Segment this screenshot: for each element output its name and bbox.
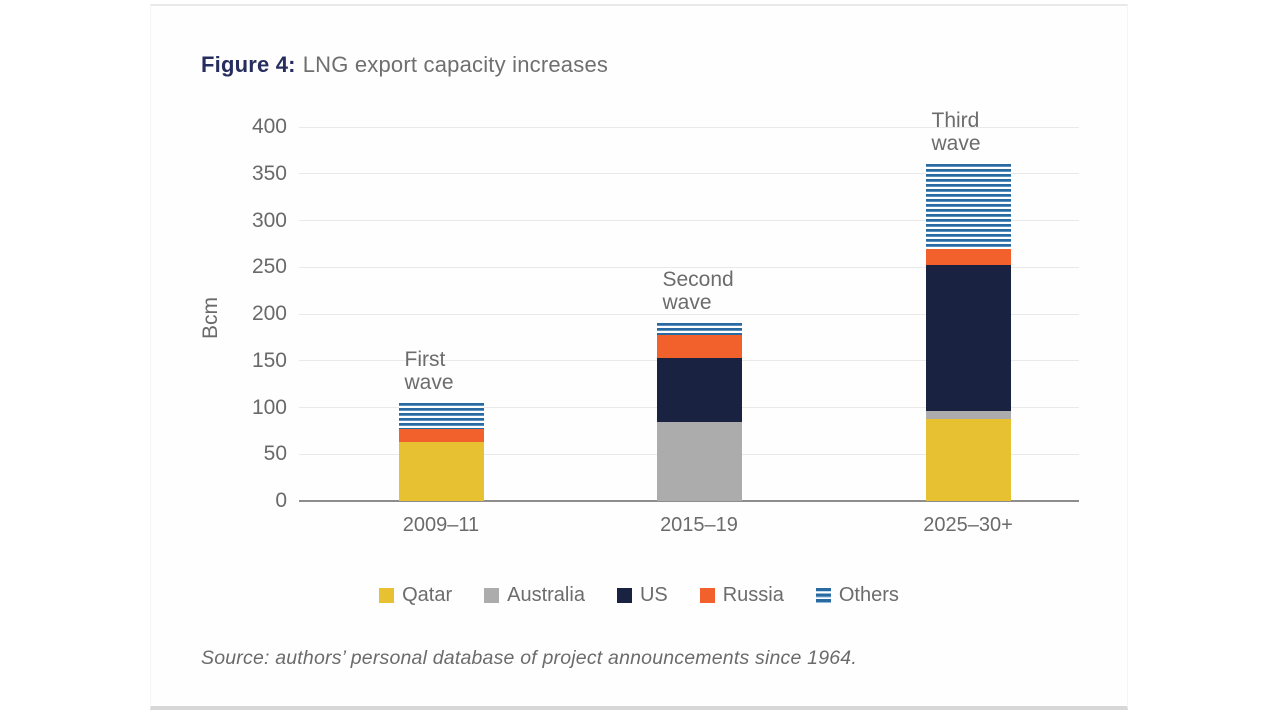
legend-swatch-qatar-icon [379, 588, 395, 603]
wave-annotation-line: wave [931, 132, 981, 156]
figure-title: Figure 4: LNG export capacity increases [201, 52, 608, 78]
y-tick-100: 100 [251, 395, 287, 419]
y-tick-350: 350 [251, 161, 287, 185]
y-tick-50: 50 [263, 442, 287, 466]
legend-swatch-others-icon [815, 588, 831, 603]
y-tick-250: 250 [251, 255, 287, 279]
legend-item-russia: Russia [699, 584, 784, 607]
bar-segment-australia [656, 421, 742, 501]
figure-card: Figure 4: LNG export capacity increases B… [150, 4, 1128, 710]
x-tick-2009-11: 2009–11 [402, 514, 480, 536]
bar-segment-qatar [398, 442, 484, 501]
gridline-350 [299, 173, 1079, 175]
legend-label-australia: Australia [507, 584, 585, 606]
x-axis-line [299, 500, 1079, 502]
y-tick-150: 150 [251, 348, 287, 372]
figure-title-text: LNG export capacity increases [302, 52, 609, 77]
bar-segment-others [398, 402, 484, 430]
bar-segment-australia [925, 411, 1011, 419]
gridline-200 [299, 313, 1079, 315]
legend-item-others: Others [815, 584, 899, 607]
legend-label-us: US [639, 584, 668, 606]
bar-segment-russia [925, 248, 1011, 266]
x-tick-2025-30+: 2025–30+ [923, 514, 1013, 536]
wave-annotation-line: wave [662, 291, 712, 315]
x-tick-2015-19: 2015–19 [660, 514, 738, 536]
y-axis-ticks: 0 50 100 150 200 250 300 350 400 [151, 115, 299, 512]
bar-2009-11 [398, 402, 484, 501]
x-axis-ticks: 2009–11 2015–19 2025–30+ [299, 514, 1079, 542]
wave-annotation-line: First [404, 347, 446, 371]
bar-2025-30+ [925, 164, 1011, 501]
y-tick-200: 200 [251, 302, 287, 325]
y-tick-400: 400 [251, 115, 287, 138]
bar-segment-qatar [925, 418, 1011, 501]
legend-item-australia: Australia [484, 584, 585, 607]
legend-swatch-russia-icon [699, 588, 715, 603]
bar-segment-others [925, 164, 1011, 249]
wave-annotation-line: Third [931, 109, 980, 133]
bar-segment-us [656, 357, 742, 422]
plot-area: First wave Second wave Third wave [299, 109, 1079, 502]
gridline-250 [299, 266, 1079, 268]
bar-2015-19 [656, 323, 742, 501]
legend-label-others: Others [838, 584, 899, 606]
wave-annotation-line: wave [404, 370, 454, 394]
legend-swatch-us-icon [616, 588, 632, 603]
legend-label-qatar: Qatar [402, 584, 453, 606]
source-note: Source: authors’ personal database of pr… [201, 647, 857, 669]
legend-label-russia: Russia [722, 584, 784, 606]
legend-swatch-australia-icon [484, 588, 500, 603]
bar-segment-us [925, 265, 1011, 412]
wave-annotation-line: Second [662, 268, 734, 292]
y-tick-0: 0 [275, 489, 287, 512]
gridline-300 [299, 220, 1079, 221]
gridline-400 [299, 126, 1079, 128]
bar-segment-russia [656, 334, 742, 358]
legend: Qatar Australia US Russia Others [151, 584, 1127, 607]
legend-item-us: US [616, 584, 668, 607]
legend-item-qatar: Qatar [379, 584, 452, 607]
y-tick-300: 300 [251, 208, 287, 232]
bar-segment-russia [398, 429, 484, 443]
bar-segment-others [656, 323, 742, 335]
figure-number-label: Figure 4: [201, 52, 296, 77]
wave-annotation-third: Third wave [932, 109, 981, 155]
wave-annotation-first: First wave [405, 348, 454, 394]
wave-annotation-second: Second wave [663, 268, 734, 314]
